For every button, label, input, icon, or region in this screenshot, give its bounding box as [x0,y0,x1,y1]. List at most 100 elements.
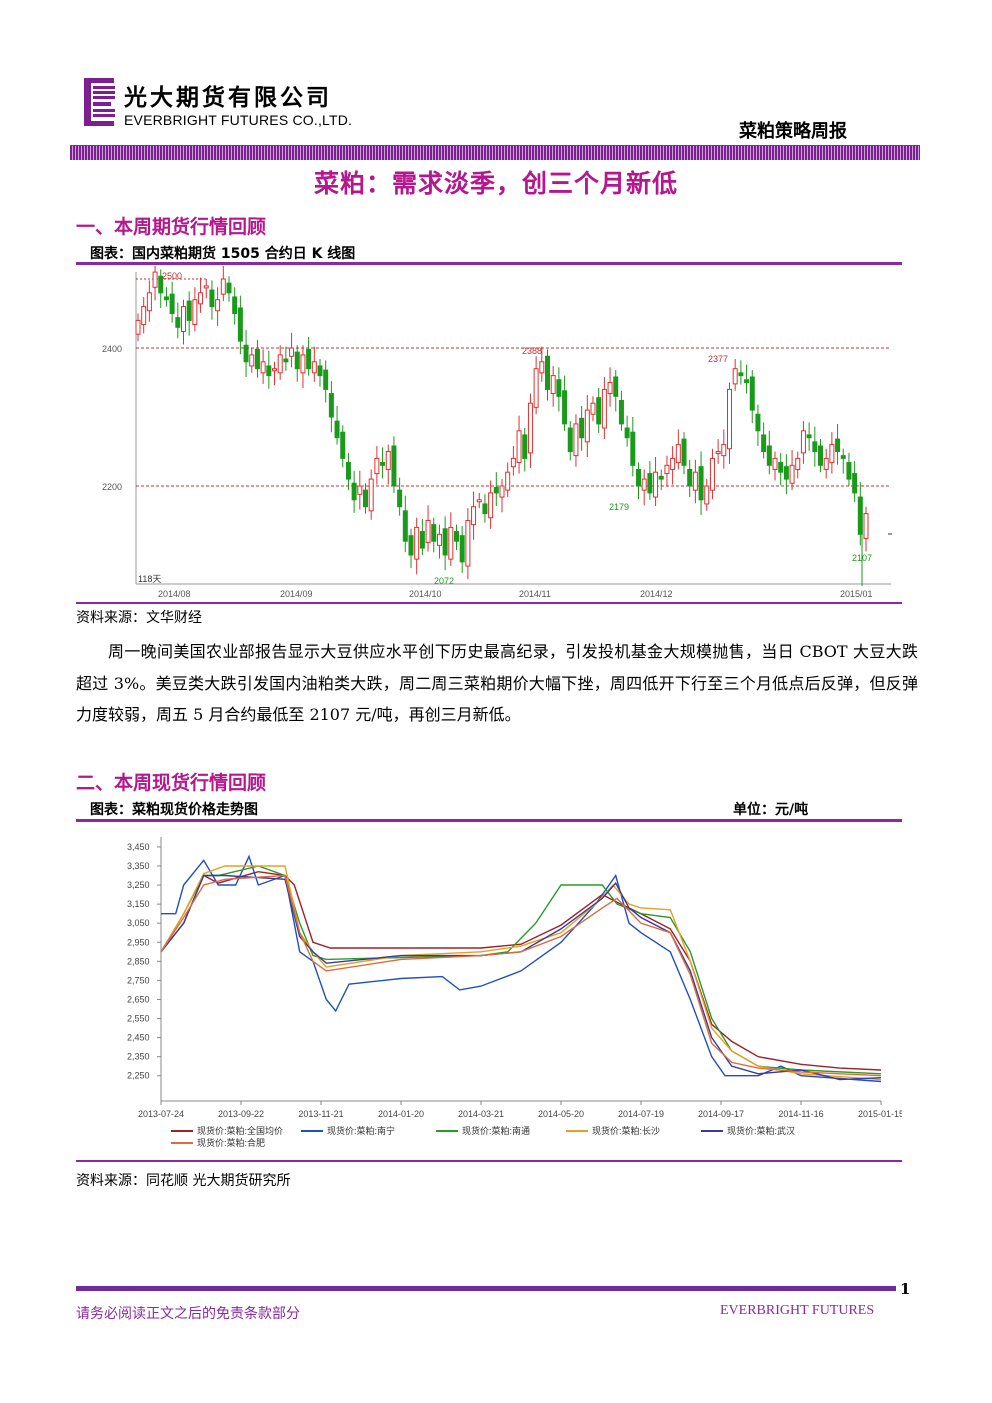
candle-body [380,462,386,466]
candle-body [613,376,619,397]
spot-series-line [160,874,882,1081]
candle-body [772,457,778,470]
candle-body [789,464,795,484]
candle-body [630,431,636,466]
candle [192,287,198,332]
candle [465,508,471,580]
candle [630,417,636,477]
candle [169,281,175,323]
candle [237,295,243,355]
figure2-bottom-rule [76,1160,902,1162]
candle [493,472,499,507]
candle-body [778,462,784,473]
kline-label-2072: 2072 [434,576,454,586]
kline-xtick-2014-12: 2014/12 [640,589,673,599]
candle [351,470,357,513]
spot-legend: 现货价:菜粕:全国均价 现货价:菜粕:南宁 现货价:菜粕:南通 现货价:菜粕:长沙 现货… [171,1125,795,1148]
spot-xtick-label: 2013-11-21 [298,1109,343,1119]
candle [527,393,533,469]
everbright-logo [84,78,118,126]
candle [556,367,562,412]
candle [345,452,351,491]
candle-body [249,354,255,367]
candle [152,266,158,301]
candle [664,455,670,487]
candle-body [618,399,624,425]
candle [584,394,590,458]
candle-body [448,526,454,560]
kline-label-days: 118天 [138,574,161,584]
candle [624,415,630,447]
candle-body [823,457,829,470]
spot-series-line [160,865,882,1075]
candle-body [414,526,420,560]
candle [266,350,272,389]
candle [380,447,386,479]
candle [562,375,568,431]
candle-body [220,278,226,295]
candle [300,345,306,389]
kline-label-2500: 2500 [162,271,182,281]
candle [835,423,841,465]
candle-body [670,457,676,470]
candle [408,528,414,569]
candle [766,430,772,475]
candle-body [260,361,266,374]
candle [385,444,391,485]
candle-body [692,471,698,491]
candle [812,426,818,467]
candle [761,422,767,459]
candle-body [419,531,425,549]
candle [613,370,619,412]
candle-body [476,499,482,503]
candle [738,360,744,385]
candle [709,448,715,500]
candle-body [567,427,573,452]
candle [317,359,323,387]
candle-body [397,489,403,508]
candle-body [744,379,750,383]
spot-series-line [160,874,882,1077]
figure2-source: 资料来源：同花顺 光大期货研究所 [76,1173,291,1189]
candle [482,494,488,523]
candle [772,451,778,481]
candle-body [749,376,755,411]
candle-body [658,475,664,480]
candle [175,302,181,339]
candle-body [539,361,545,374]
candle-body [527,402,533,454]
candle [203,279,209,299]
candle-body [636,468,641,487]
candle [198,277,204,313]
candle [698,451,704,515]
candle [397,477,403,516]
candle-body [596,397,602,425]
spot-xtick-label: 2013-07-24 [138,1109,184,1119]
candle-body [675,444,681,464]
candle-body [323,369,329,390]
spot-xtick-label: 2014-03-21 [458,1109,504,1119]
spot-xtick-label: 2014-11-16 [778,1109,823,1119]
candle [795,451,801,479]
candle [471,491,477,540]
candle-body [522,434,528,459]
kline-xtick-2014-11: 2014/11 [519,589,551,599]
candle [476,492,482,509]
spot-legend-label: 现货价:菜粕:武汉 [727,1125,795,1136]
figure2-top-rule [76,819,902,822]
candle-body [499,485,505,498]
candle-body [579,417,585,439]
candle [391,436,397,493]
candle [334,405,340,445]
candle-body [840,455,846,459]
candle-body [215,299,221,312]
footer-brand: EVERBRIGHT FUTURES [720,1303,875,1318]
candle [516,415,522,474]
candle-body [357,485,363,495]
candle [840,448,846,474]
spot-ytick-label: 2,650 [127,994,150,1004]
candle-body [488,492,494,519]
candle [311,346,317,382]
candle [727,382,732,464]
candle-body [368,478,374,512]
